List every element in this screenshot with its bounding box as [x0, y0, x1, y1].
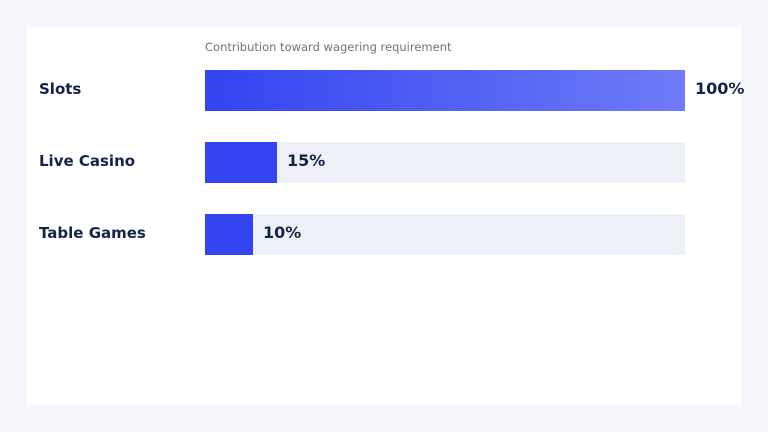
chart-caption: Contribution toward wagering requirement — [205, 40, 452, 54]
bar-track-slots — [205, 70, 685, 111]
category-label-table-games: Table Games — [39, 224, 146, 242]
category-label-live-casino: Live Casino — [39, 152, 136, 170]
bar-fill-table-games — [205, 214, 253, 255]
bar-track-live-casino — [205, 142, 685, 183]
category-label-slots: Slots — [39, 80, 82, 98]
bar-track-table-games — [205, 214, 685, 255]
value-label-live-casino: 15% — [287, 151, 326, 170]
bar-fill-slots — [205, 70, 685, 111]
value-label-slots: 100% — [695, 79, 745, 98]
value-label-table-games: 10% — [263, 223, 302, 242]
bar-fill-live-casino — [205, 142, 277, 183]
